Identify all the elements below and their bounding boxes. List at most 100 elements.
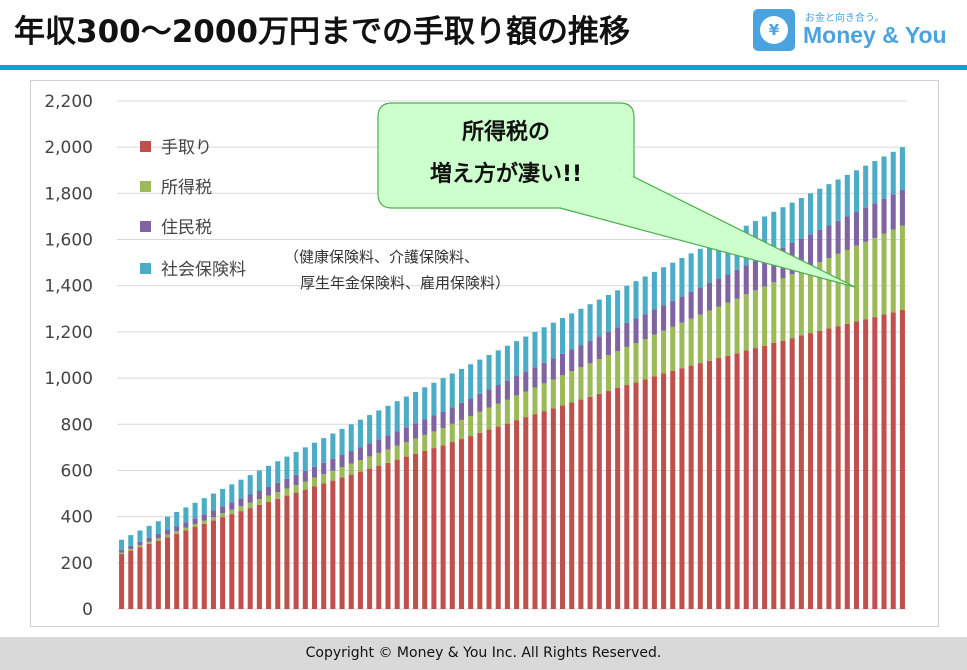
bar-segment	[780, 247, 786, 279]
y-tick-label: 800	[61, 415, 93, 435]
bar-segment	[661, 373, 667, 609]
callout-line-2: 増え方が凄い!!	[429, 162, 583, 187]
bar-segment	[357, 419, 363, 448]
bar-segment	[376, 410, 382, 440]
bar-segment	[183, 507, 189, 523]
bar-segment	[266, 495, 272, 502]
bar-segment	[771, 342, 777, 609]
bar-segment	[679, 322, 685, 369]
bar-segment	[798, 197, 804, 239]
bar-segment	[661, 330, 667, 374]
bar-segment	[798, 238, 804, 271]
bar-segment	[679, 258, 685, 297]
bar-segment	[523, 371, 529, 392]
bar-segment	[642, 314, 648, 340]
bar-segment	[899, 189, 905, 226]
bar-segment	[220, 506, 226, 514]
y-tick-label: 200	[61, 554, 93, 574]
bar-segment	[128, 550, 134, 609]
bar-segment	[119, 554, 125, 609]
bar-segment	[293, 451, 299, 475]
bar-segment	[789, 202, 795, 244]
bar-segment	[164, 534, 171, 538]
bar-segment	[697, 248, 703, 288]
bar-segment	[486, 407, 492, 430]
bar-segment	[238, 511, 244, 609]
bar-segment	[532, 367, 538, 388]
bar-segment	[431, 382, 437, 416]
bar-segment	[771, 282, 777, 343]
bar-segment	[238, 479, 244, 499]
bar-segment	[504, 380, 510, 400]
bar-segment	[587, 304, 593, 341]
bar-segment	[284, 495, 290, 609]
bar-segment	[752, 290, 758, 349]
bar-segment	[275, 461, 281, 483]
bar-segment	[330, 458, 336, 471]
bar-segment	[642, 276, 648, 315]
bar-segment	[835, 179, 841, 221]
bar-segment	[817, 229, 823, 263]
bar-segment	[128, 545, 134, 549]
bar-segment	[578, 345, 584, 368]
bar-segment	[174, 533, 180, 609]
bar-segment	[523, 417, 529, 609]
y-tick-label: 1,000	[44, 369, 93, 389]
bar-segment	[477, 393, 483, 412]
bar-segment	[247, 502, 253, 509]
bar-segment	[201, 523, 207, 609]
bar-segment	[311, 466, 318, 478]
bar-segment	[220, 517, 226, 609]
bar-segment	[514, 341, 520, 377]
bar-segment	[697, 314, 703, 364]
bar-segment	[559, 353, 566, 376]
y-tick-label: 1,400	[44, 277, 93, 297]
legend-swatch	[140, 263, 151, 274]
bar-segment	[128, 548, 134, 551]
bar-segment	[458, 368, 465, 403]
bar-segment	[853, 245, 860, 322]
bar-segment	[247, 508, 253, 609]
bar-segment	[890, 194, 896, 230]
bar-segment	[890, 229, 896, 313]
bar-segment	[486, 355, 492, 390]
bar-segment	[743, 350, 749, 609]
bar-segment	[220, 488, 226, 507]
callout-line-1: 所得税の	[461, 120, 550, 145]
bar-segment	[348, 451, 354, 464]
bar-segment	[514, 376, 520, 396]
bar-segment	[716, 239, 722, 279]
bar-segment	[385, 449, 391, 463]
bar-segment	[798, 335, 804, 609]
bar-segment	[541, 327, 547, 363]
bar-segment	[495, 426, 501, 609]
bar-segment	[826, 225, 832, 259]
note-line-2: 厚生年金保険料、雇用保険料）	[300, 274, 511, 292]
bar-segment	[605, 294, 611, 332]
legend-label: 住民税	[161, 218, 212, 238]
bar-segment	[256, 490, 262, 500]
bar-segment	[183, 530, 189, 609]
bar-segment	[899, 225, 905, 310]
bar-segment	[302, 489, 308, 609]
bar-segment	[642, 379, 648, 609]
bar-segment	[201, 498, 207, 515]
bar-segment	[569, 313, 575, 350]
bar-segment	[789, 274, 795, 339]
bar-segment	[716, 306, 722, 359]
bar-segment	[413, 423, 419, 439]
bar-segment	[137, 541, 143, 546]
bar-segment	[210, 493, 216, 511]
bar-segment	[238, 498, 244, 507]
bar-segment	[367, 415, 373, 444]
bar-segment	[468, 364, 474, 399]
bar-segment	[550, 358, 556, 380]
bar-segment	[514, 420, 520, 609]
bar-segment	[330, 433, 336, 459]
bar-segment	[615, 327, 621, 352]
bar-segment	[440, 378, 446, 412]
bar-segment	[367, 468, 373, 609]
bar-segment	[284, 488, 290, 496]
bar-segment	[569, 402, 575, 609]
bar-segment	[330, 470, 336, 481]
